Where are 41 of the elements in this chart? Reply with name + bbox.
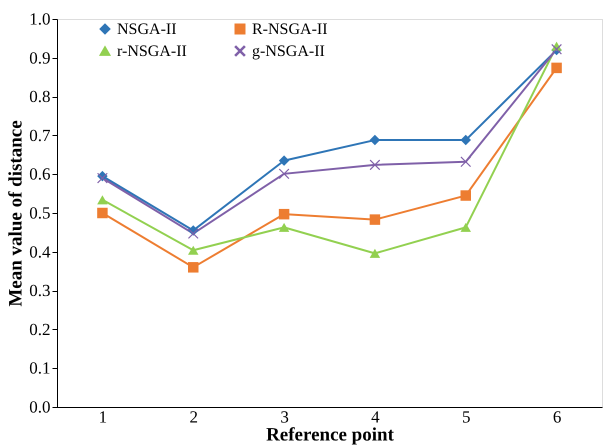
- point: [551, 62, 562, 74]
- y-tick-label: 0.9: [29, 48, 50, 68]
- x-tick-label: 3: [280, 408, 289, 426]
- y-tick-label: 1.0: [29, 10, 50, 28]
- point: [278, 155, 290, 166]
- x-tick-label: 6: [552, 408, 562, 426]
- x-axis-title: Reference point: [266, 424, 395, 446]
- y-tick-label: 0.7: [29, 126, 51, 145]
- y-tick-label: 0.3: [29, 281, 50, 300]
- point: [97, 208, 108, 218]
- x-tick-label: 4: [371, 408, 380, 426]
- point: [460, 134, 471, 146]
- legend-label: r-NSGA-II: [117, 43, 187, 60]
- point: [278, 208, 290, 220]
- y-tick-label: 0.6: [29, 164, 50, 184]
- x-tick-label: 5: [462, 408, 470, 426]
- y-tick-label: 0.8: [29, 87, 50, 106]
- y-tick-label: 0.4: [29, 242, 51, 262]
- point: [188, 246, 198, 255]
- point: [278, 168, 290, 180]
- point: [460, 190, 471, 201]
- x-tick-label: 2: [190, 408, 198, 426]
- point: [370, 214, 380, 225]
- point: [460, 156, 471, 168]
- y-tick-label: 0.5: [29, 204, 50, 222]
- y-tick-label: 0.2: [29, 320, 50, 339]
- y-axis-title: Mean value of distance: [5, 120, 26, 307]
- point: [460, 222, 471, 232]
- y-tick-label: 0.0: [29, 398, 50, 416]
- point: [370, 134, 380, 146]
- point: [370, 160, 380, 170]
- legend-label: NSGA-II: [117, 21, 177, 38]
- point: [278, 222, 290, 232]
- y-tick-label: 0.1: [29, 358, 50, 378]
- point: [370, 248, 380, 258]
- x-tick-label: 1: [98, 408, 108, 426]
- legend-label: g-NSGA-II: [252, 43, 325, 60]
- point: [188, 228, 198, 239]
- legend-label: R-NSGA-II: [252, 21, 328, 38]
- point: [97, 195, 108, 204]
- point: [188, 262, 198, 273]
